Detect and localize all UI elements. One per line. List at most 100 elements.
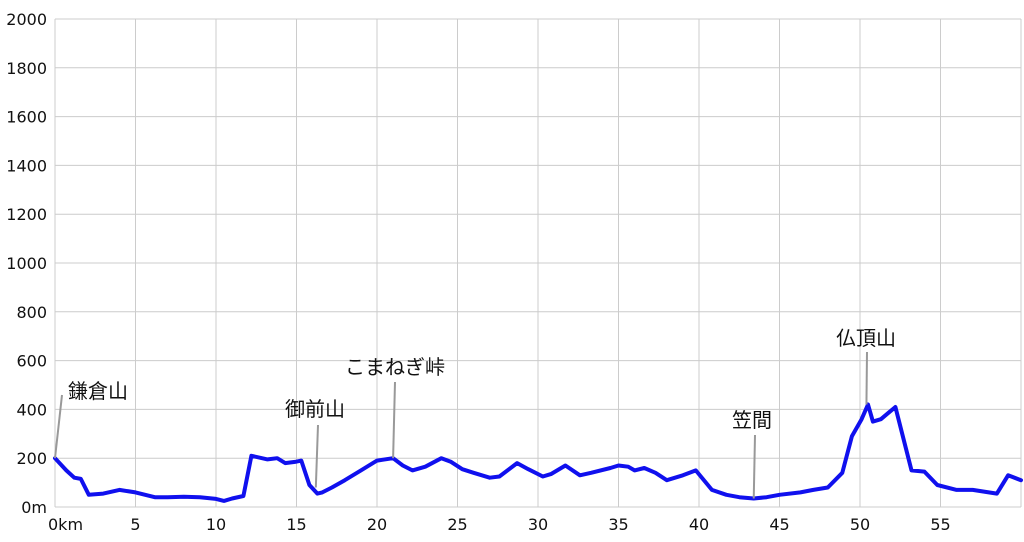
elevation-point (72, 476, 76, 480)
elevation-point (665, 478, 669, 482)
elevation-point (101, 492, 105, 496)
elevation-point (642, 466, 646, 470)
x-tick-label: 5 (130, 515, 140, 534)
elevation-point (549, 472, 553, 476)
elevation-point (860, 417, 864, 421)
y-tick-label: 1600 (6, 108, 47, 127)
elevation-point (879, 417, 883, 421)
elevation-point (1006, 473, 1010, 477)
y-tick-label: 1200 (6, 205, 47, 224)
elevation-point (307, 483, 311, 487)
elevation-point (987, 490, 991, 494)
elevation-point (910, 468, 913, 472)
y-tick-label: 1400 (6, 156, 47, 175)
elevation-point (275, 456, 279, 460)
x-tick-label: 40 (689, 515, 709, 534)
annotation-label: 鎌倉山 (68, 379, 128, 403)
elevation-point (995, 492, 999, 496)
elevation-point (423, 465, 427, 469)
elevation-point (617, 464, 620, 467)
elevation-point (299, 459, 303, 463)
x-tick-label: 50 (850, 515, 870, 534)
elevation-point (811, 488, 815, 492)
annotation-label: こまねぎ峠 (345, 355, 445, 379)
annotation-label: 笠間 (732, 408, 772, 432)
y-tick-label: 0m (21, 498, 47, 517)
elevation-point (608, 466, 612, 470)
elevation-point (541, 475, 545, 478)
elevation-point (840, 471, 844, 475)
elevation-point (249, 454, 253, 458)
elevation-point (134, 490, 137, 494)
elevation-point (515, 461, 519, 465)
annotation-leader-line (752, 434, 756, 499)
elevation-point (439, 456, 443, 460)
elevation-point (330, 486, 334, 489)
elevation-point (315, 492, 319, 496)
annotation-label: 御前山 (285, 397, 345, 421)
elevation-point (578, 473, 582, 477)
elevation-point (64, 468, 68, 472)
elevation-point (222, 499, 226, 503)
elevation-point (798, 490, 802, 494)
x-axis-tick-labels: 0km 5 10 15 20 25 30 35 40 45 50 55 (48, 515, 951, 534)
elevation-point (79, 477, 83, 481)
x-tick-label: 45 (769, 515, 789, 534)
elevation-point (117, 488, 121, 492)
elevation-point (166, 495, 170, 499)
elevation-point (375, 459, 379, 463)
elevation-point (563, 464, 567, 467)
elevation-points (53, 403, 1023, 503)
elevation-point (449, 460, 453, 464)
elevation-point (826, 486, 830, 489)
annotation-leader-line (392, 381, 396, 459)
y-tick-label: 200 (16, 449, 47, 468)
elevation-point (488, 476, 492, 480)
elevation-point (654, 471, 657, 475)
elevation-point (1019, 478, 1023, 482)
x-tick-label: 15 (286, 515, 306, 534)
x-tick-label: 20 (367, 515, 387, 534)
elevation-point (922, 470, 926, 474)
elevation-point (778, 493, 781, 497)
elevation-point (893, 405, 897, 409)
elevation-point (182, 495, 186, 499)
elevation-point (935, 483, 939, 487)
y-tick-label: 600 (16, 352, 47, 371)
elevation-point (737, 495, 741, 499)
elevation-point (87, 493, 91, 497)
x-tick-label: 35 (608, 515, 628, 534)
elevation-point (955, 488, 959, 492)
elevation-point (320, 490, 324, 494)
elevation-point (198, 495, 202, 499)
y-tick-label: 800 (16, 303, 47, 322)
x-tick-label: 30 (528, 515, 548, 534)
elevation-point (343, 478, 347, 482)
elevation-point (850, 434, 854, 438)
y-tick-label: 1000 (6, 254, 47, 273)
elevation-point (971, 488, 975, 492)
elevation-point (497, 475, 501, 478)
elevation-point (241, 494, 245, 498)
elevation-point (283, 461, 287, 465)
elevation-point (230, 497, 234, 500)
y-tick-label: 400 (16, 400, 47, 419)
annotation-leader-line (865, 351, 868, 405)
annotation-label: 仏頂山 (836, 326, 896, 350)
elevation-point (293, 460, 297, 464)
y-axis-tick-labels: 0m 200 400 600 800 1000 1200 1400 1600 1800 2000 (6, 10, 47, 517)
elevation-point (410, 468, 414, 472)
y-tick-label: 2000 (6, 10, 47, 29)
annotation-leader-line (54, 394, 63, 459)
elevation-point (694, 468, 698, 472)
elevation-point (472, 471, 476, 475)
elevation-point (214, 497, 218, 501)
elevation-point (526, 467, 530, 471)
elevation-point (871, 420, 875, 424)
elevation-point (266, 457, 269, 461)
annotation-leader-line (314, 424, 319, 488)
elevation-point (724, 493, 728, 497)
elevation-point (460, 467, 464, 471)
